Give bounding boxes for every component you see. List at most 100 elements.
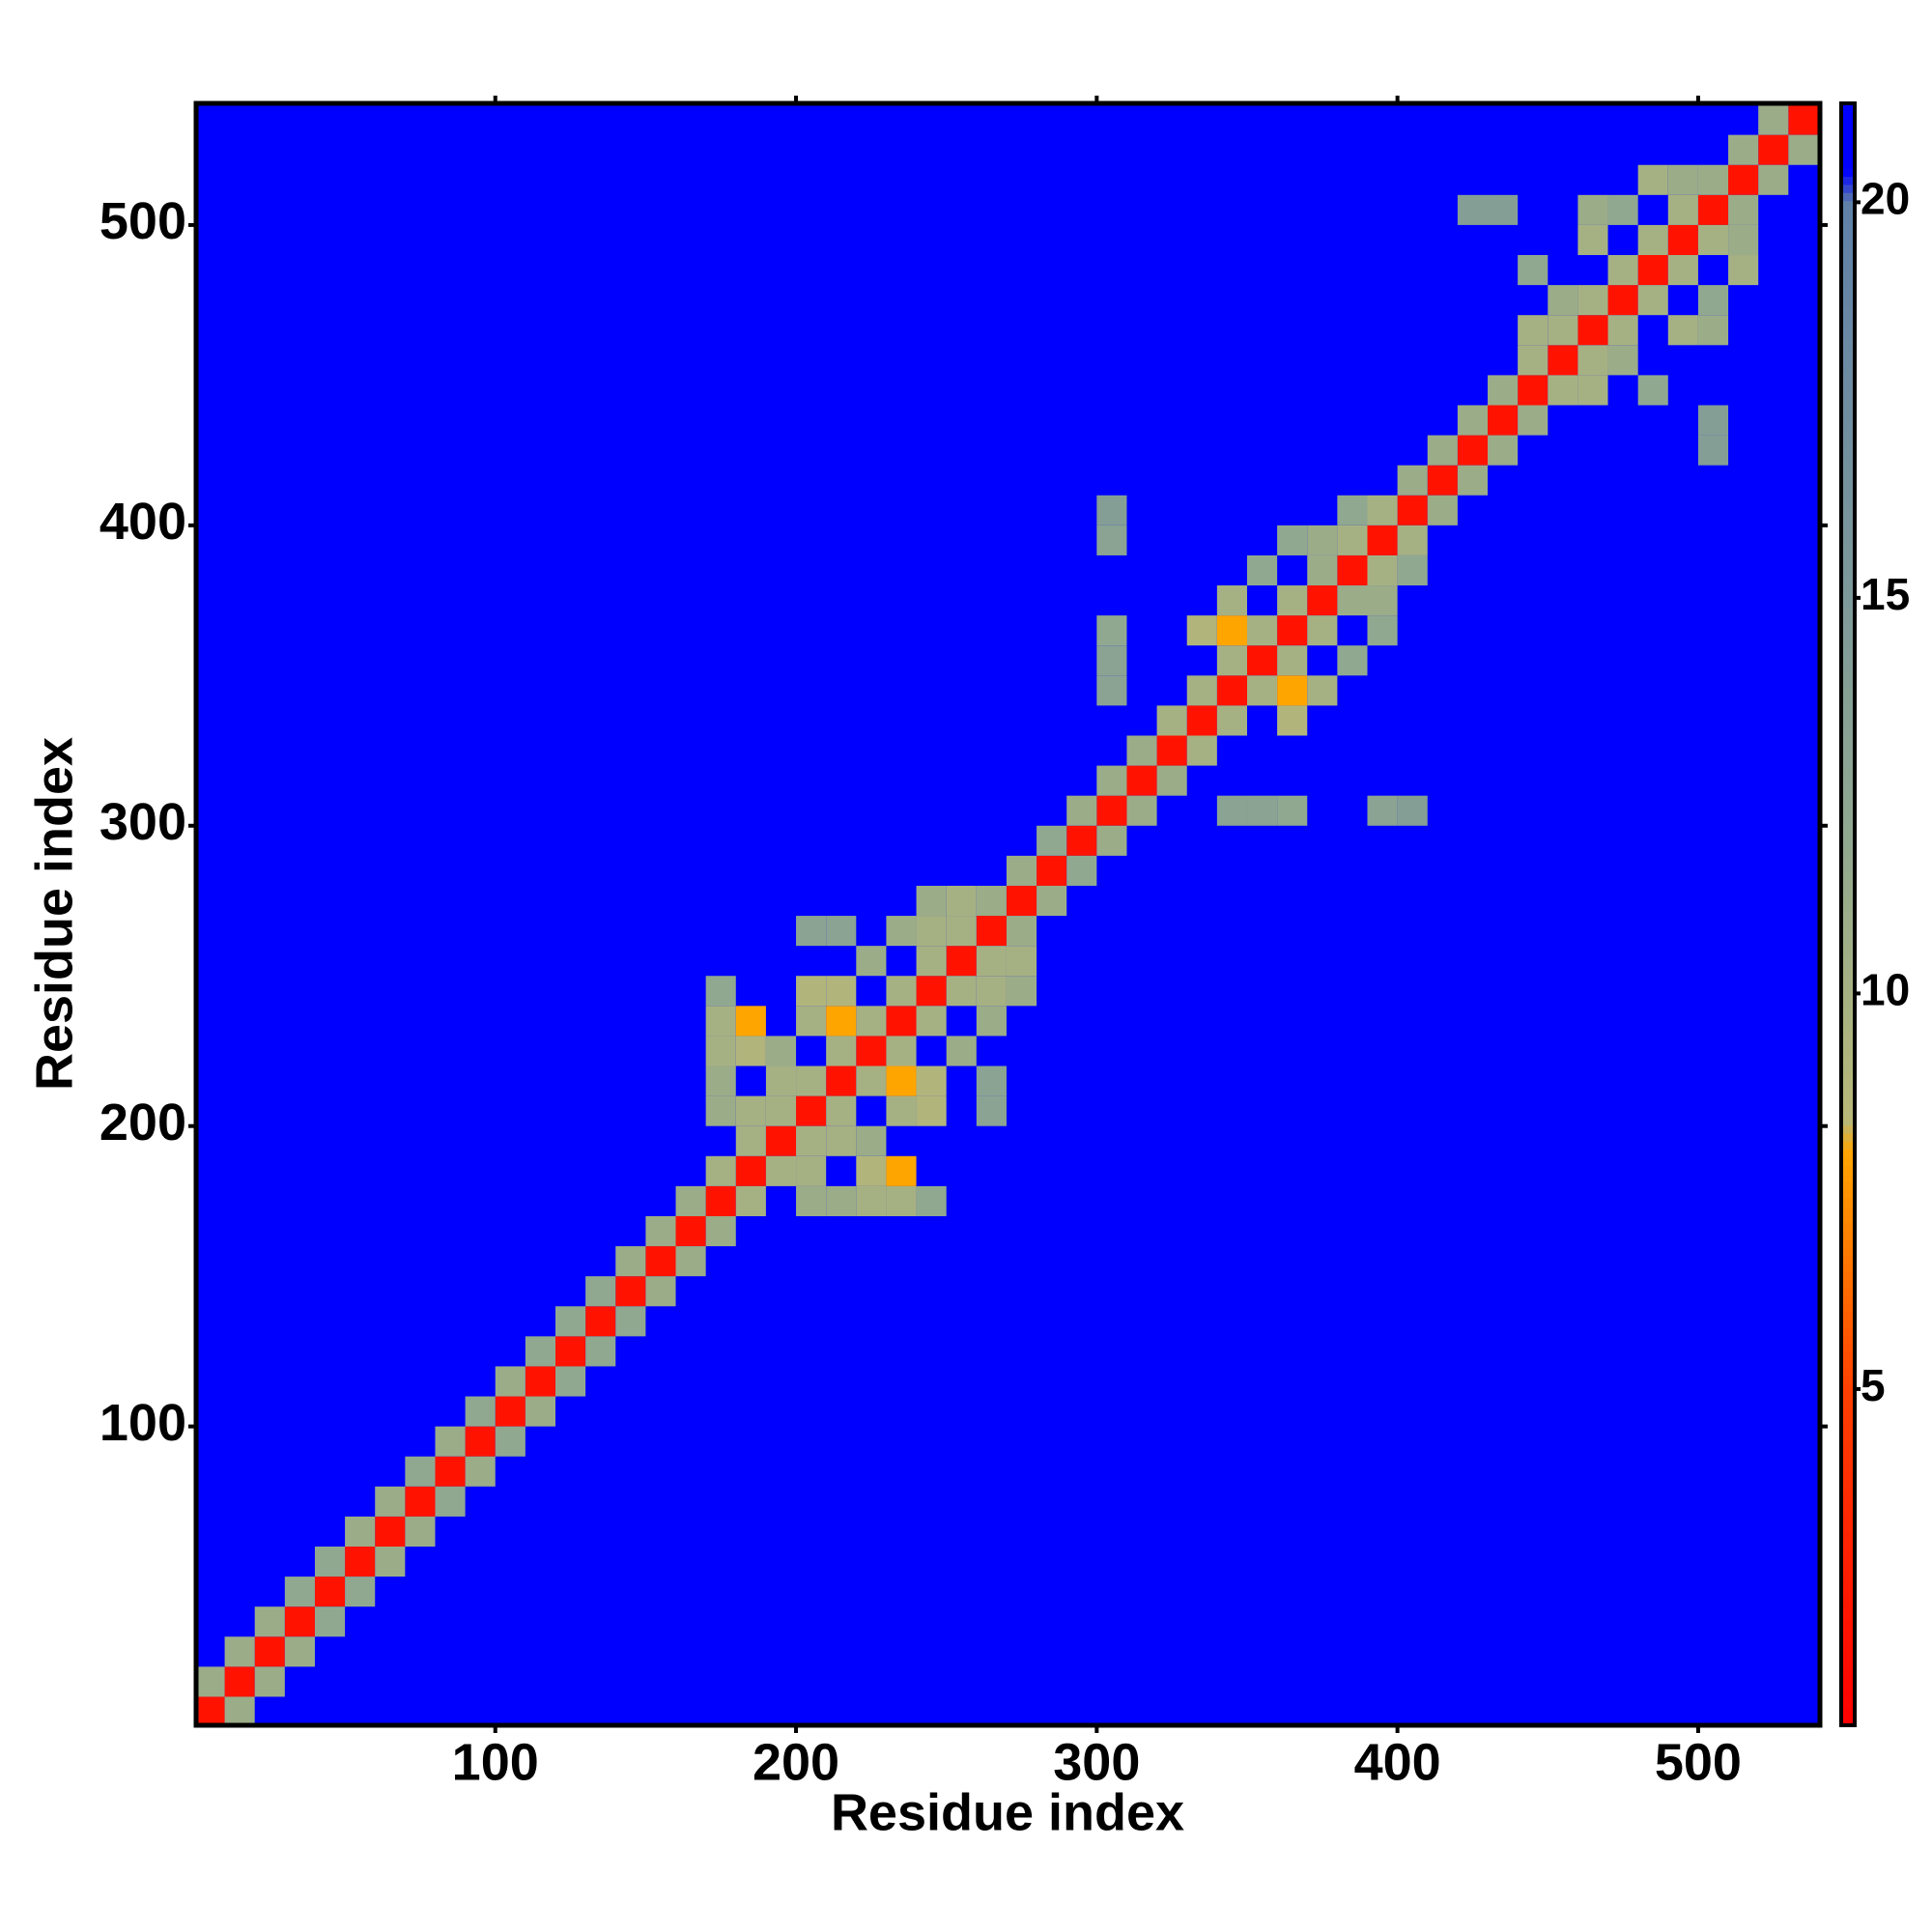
colorbar-segment [1841, 1133, 1855, 1143]
colorbar-segment [1841, 1652, 1855, 1662]
heatmap-cell [1667, 224, 1698, 256]
heatmap-cell [856, 1185, 887, 1216]
heatmap-cell [1518, 345, 1548, 376]
heatmap-cell [1637, 164, 1668, 195]
heatmap-cell [645, 1215, 676, 1247]
colorbar-segment [1841, 395, 1855, 405]
colorbar-segment [1841, 582, 1855, 591]
colorbar-segment [1841, 257, 1855, 267]
colorbar-segment [1841, 1717, 1855, 1726]
heatmap-cell [1758, 164, 1789, 195]
heatmap-cell [826, 1006, 857, 1037]
heatmap-cell [1216, 585, 1247, 616]
heatmap-cell [1548, 285, 1578, 316]
heatmap-cell [1006, 885, 1037, 917]
heatmap-cell [916, 1006, 947, 1037]
heatmap-cell [1518, 375, 1548, 406]
heatmap-cell [1246, 675, 1278, 706]
y-axis-label: Residue index [25, 737, 83, 1091]
colorbar-segment [1841, 176, 1855, 185]
heatmap-cell [976, 1095, 1007, 1126]
colorbar-segment [1841, 1189, 1855, 1199]
heatmap-cell [886, 916, 917, 947]
colorbar-segment [1841, 500, 1855, 510]
heatmap-cell [1277, 615, 1308, 646]
colorbar-segment [1841, 1482, 1855, 1492]
colorbar-segment [1841, 403, 1855, 412]
heatmap-cell [796, 976, 827, 1007]
heatmap-cell [916, 1095, 947, 1126]
colorbar-tick-label: 20 [1861, 174, 1910, 224]
heatmap-cell [1066, 855, 1097, 886]
colorbar-segment [1841, 1433, 1855, 1442]
colorbar-segment [1841, 460, 1855, 469]
heatmap-cell [405, 1456, 436, 1487]
colorbar-segment [1841, 209, 1855, 218]
colorbar-segment [1841, 1043, 1855, 1053]
colorbar-segment [1841, 184, 1855, 193]
heatmap-cell [765, 1036, 797, 1066]
heatmap-cell [856, 1006, 887, 1037]
heatmap-cell [1277, 795, 1308, 826]
heatmap-cell [645, 1276, 676, 1307]
heatmap-cell [1246, 615, 1278, 646]
colorbar-segment [1841, 720, 1855, 728]
heatmap-cell [314, 1606, 346, 1637]
colorbar-segment [1841, 1457, 1855, 1466]
heatmap-cell [1457, 405, 1489, 436]
heatmap-cell [224, 1696, 255, 1725]
x-tick-label: 400 [1354, 1733, 1441, 1791]
heatmap-cell [1397, 795, 1428, 826]
heatmap-cell [796, 1095, 827, 1126]
heatmap-cell [1488, 194, 1519, 225]
colorbar-segment [1841, 630, 1855, 639]
heatmap-cell [1728, 194, 1759, 225]
heatmap-cell [1728, 255, 1759, 286]
colorbar-segment [1841, 589, 1855, 599]
colorbar-segment [1841, 881, 1855, 891]
heatmap-cell [585, 1306, 616, 1337]
heatmap-cell [554, 1366, 586, 1397]
colorbar-segment [1841, 1084, 1855, 1094]
heatmap-cell [796, 1155, 827, 1186]
colorbar-segment [1841, 866, 1855, 875]
colorbar-segment [1841, 922, 1855, 931]
colorbar-segment [1841, 1604, 1855, 1612]
colorbar-segment [1841, 930, 1855, 940]
colorbar-segment [1841, 386, 1855, 396]
colorbar-segment [1841, 752, 1855, 761]
heatmap-cell [284, 1636, 315, 1667]
colorbar-segment [1841, 833, 1855, 842]
colorbar-segment [1841, 436, 1855, 445]
colorbar-segment [1841, 735, 1855, 745]
colorbar-segment [1841, 305, 1855, 315]
heatmap-cell [1427, 465, 1458, 496]
heatmap-cell [826, 1095, 857, 1126]
colorbar-segment [1841, 1093, 1855, 1102]
colorbar-segment [1841, 1506, 1855, 1516]
heatmap-cell [314, 1577, 346, 1607]
colorbar-segment [1841, 1028, 1855, 1037]
heatmap-cell [976, 916, 1007, 947]
colorbar-segment [1841, 1611, 1855, 1621]
heatmap-cell [1246, 795, 1278, 826]
heatmap-cell [916, 946, 947, 977]
plot-frame [193, 100, 1823, 1728]
colorbar-segment [1841, 143, 1855, 153]
heatmap-cell [1637, 255, 1668, 286]
colorbar-segment [1841, 800, 1855, 810]
heatmap-cell [1246, 645, 1278, 676]
colorbar-segment [1841, 484, 1855, 494]
colorbar-segment [1841, 330, 1855, 339]
colorbar-segment [1841, 1571, 1855, 1580]
heatmap-cell [1637, 375, 1668, 406]
colorbar-segment [1841, 1587, 1855, 1597]
colorbar-segment [1841, 606, 1855, 615]
colorbar-segment [1841, 1124, 1855, 1134]
heatmap-cell [1488, 375, 1519, 406]
heatmap-cell [1006, 916, 1037, 947]
heatmap-cell [1156, 765, 1187, 796]
heatmap-cell [916, 885, 947, 917]
heatmap-cell [615, 1306, 646, 1337]
colorbar-segment [1841, 1497, 1855, 1507]
